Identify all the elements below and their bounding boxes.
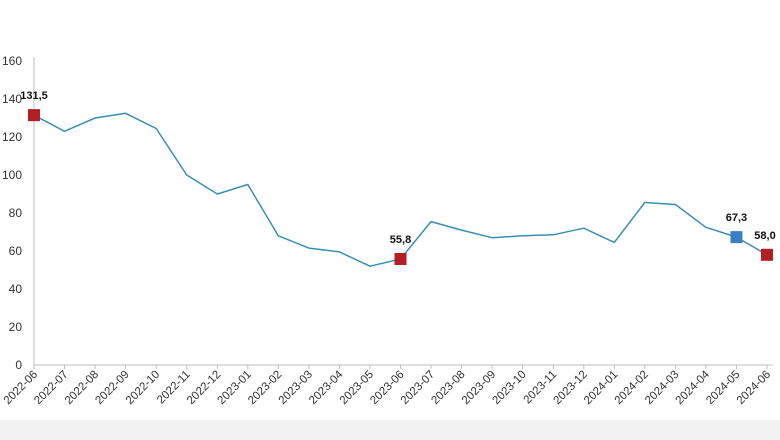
y-tick-label: 140 bbox=[2, 92, 22, 106]
x-axis: 2022-062022-072022-082022-092022-102022-… bbox=[2, 364, 773, 407]
y-tick-label: 120 bbox=[2, 130, 22, 144]
x-tick-label: 2024-06 bbox=[735, 369, 773, 407]
data-label: 58,0 bbox=[754, 230, 775, 242]
x-tick-label: 2023-10 bbox=[490, 369, 528, 407]
y-axis: 0 20 40 60 80 100 120 140 160 bbox=[2, 54, 35, 372]
data-label: 55,8 bbox=[390, 234, 411, 246]
y-tick-label: 160 bbox=[2, 54, 22, 68]
y-tick-label: 100 bbox=[2, 168, 22, 182]
y-tick-label: 60 bbox=[9, 244, 23, 258]
highlight-marker bbox=[394, 252, 407, 265]
highlight-marker bbox=[28, 109, 40, 122]
y-tick-label: 80 bbox=[9, 206, 23, 220]
y-tick-label: 40 bbox=[9, 282, 23, 296]
bottom-band bbox=[0, 420, 780, 440]
x-tick-label: 2022-10 bbox=[124, 369, 162, 407]
y-tick-label: 0 bbox=[15, 358, 22, 372]
highlight-marker bbox=[761, 248, 773, 261]
marker-layer bbox=[28, 109, 773, 265]
y-tick-label: 20 bbox=[9, 320, 23, 334]
data-label: 131,5 bbox=[20, 90, 48, 102]
label-layer: 131,5 55,8 67,3 58,0 bbox=[20, 90, 775, 246]
data-label: 67,3 bbox=[726, 212, 747, 224]
highlight-marker bbox=[730, 231, 743, 244]
